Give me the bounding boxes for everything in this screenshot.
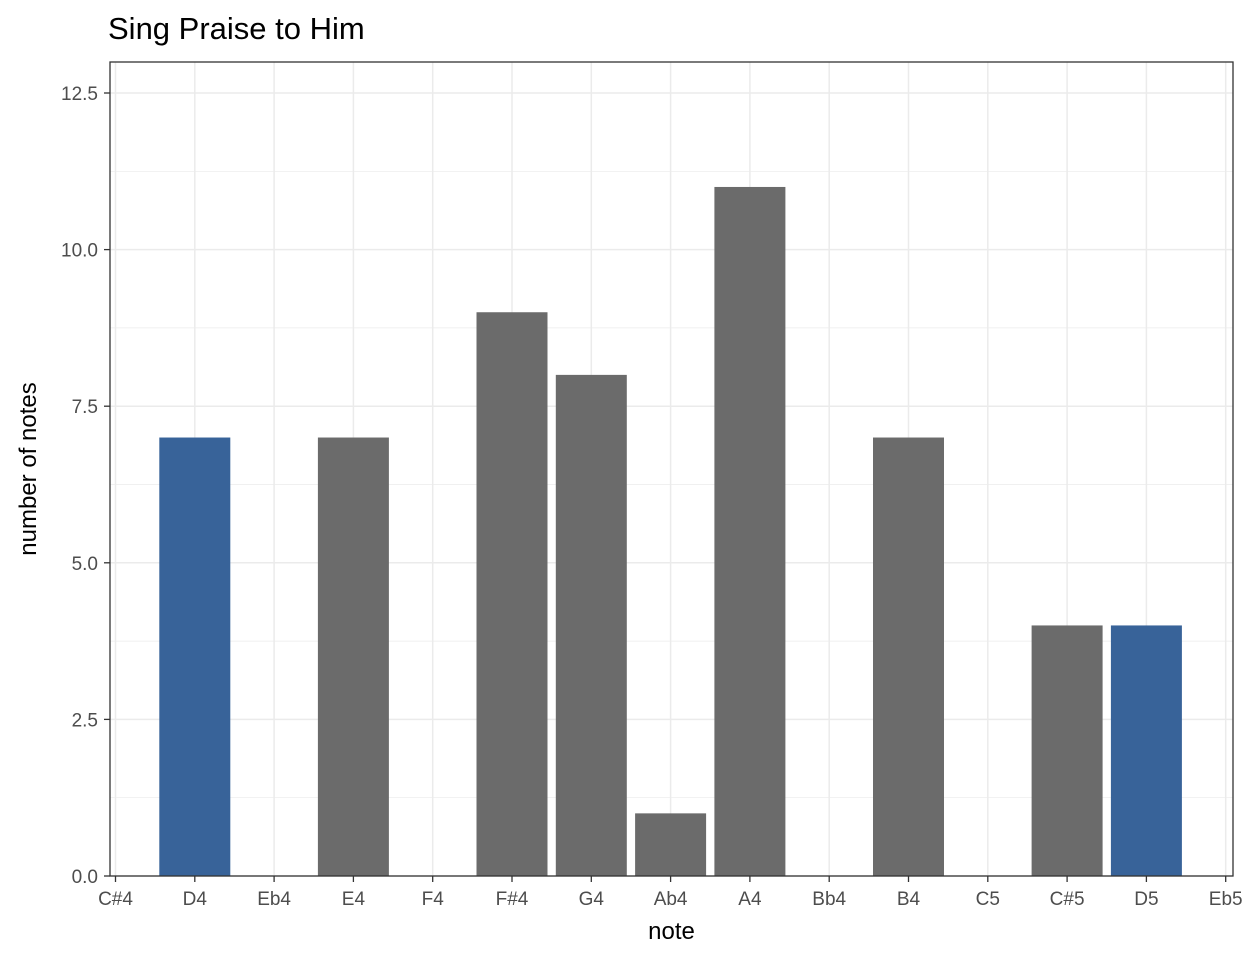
x-tick-label: C#5 xyxy=(1050,889,1085,910)
bar-csharp5 xyxy=(1031,625,1103,876)
x-tick-label: Eb5 xyxy=(1209,889,1243,910)
y-tick-label: 0.0 xyxy=(72,867,98,888)
x-tick-label: F4 xyxy=(422,889,445,910)
y-tick-label: 12.5 xyxy=(61,84,98,105)
x-axis-title: note xyxy=(648,918,695,945)
y-tick-label: 2.5 xyxy=(72,710,98,731)
axes-layer: 0.0 2.5 5.0 7.5 10.0 12.5 C#4 D4 Eb4 E4 F4 F#4 G4 Ab4… xyxy=(61,84,1243,910)
x-tick-label: Eb4 xyxy=(257,889,291,910)
chart-title: Sing Praise to Him xyxy=(108,11,365,46)
bar-ab4 xyxy=(635,813,707,876)
x-tick-label: F#4 xyxy=(496,889,529,910)
x-tick-label: E4 xyxy=(342,889,366,910)
panel-border xyxy=(109,61,1234,877)
x-tick-label: A4 xyxy=(738,889,762,910)
bar-a4 xyxy=(714,186,786,876)
x-tick-label: D4 xyxy=(183,889,208,910)
y-tick-label: 5.0 xyxy=(72,554,98,575)
y-tick-label: 10.0 xyxy=(61,241,98,262)
x-tick-label: C5 xyxy=(976,889,1000,910)
x-tick-label: G4 xyxy=(579,889,605,910)
bars-layer xyxy=(159,186,1182,876)
x-tick-label: Ab4 xyxy=(654,889,688,910)
x-tick-label: B4 xyxy=(897,889,921,910)
x-tick-label: Bb4 xyxy=(812,889,846,910)
y-axis-title: number of notes xyxy=(15,382,42,555)
bar-g4 xyxy=(555,374,627,876)
bar-d5 xyxy=(1110,625,1182,876)
bar-b4 xyxy=(873,437,944,876)
y-tick-label: 7.5 xyxy=(72,397,98,418)
x-tick-label: D5 xyxy=(1134,889,1158,910)
bar-e4 xyxy=(317,437,389,876)
bar-d4 xyxy=(159,437,231,876)
bar-fsharp4 xyxy=(476,312,548,876)
x-tick-label: C#4 xyxy=(98,889,133,910)
